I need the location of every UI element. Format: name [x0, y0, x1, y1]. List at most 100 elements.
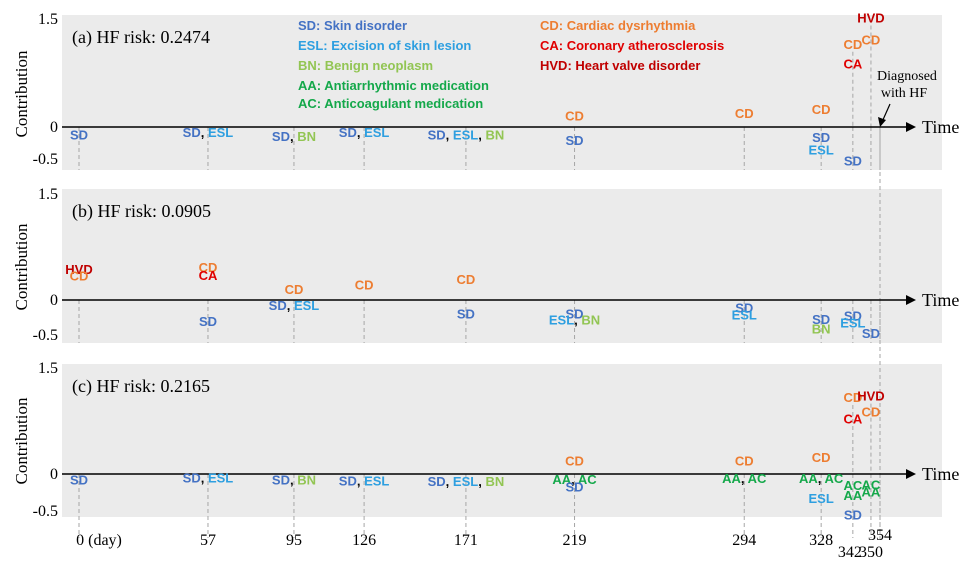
event-code-cd: CD	[862, 32, 881, 47]
event-code-esl: ESL	[453, 474, 478, 489]
event-code-esl: ESL	[294, 298, 319, 313]
event-code-bn: BN	[297, 473, 316, 488]
event-separator: ,	[201, 125, 208, 140]
diagnosis-annotation-line2: with HF	[881, 86, 928, 101]
panel-a-ytick-1: 0	[50, 119, 58, 136]
panel-c-event-0-sd: SD	[70, 473, 88, 488]
event-code-cd: CD	[355, 278, 374, 293]
event-code-cd: CD	[70, 269, 89, 284]
event-code-sd: SD	[844, 154, 862, 169]
event-separator: ,	[446, 127, 453, 142]
panel-a-title: (a) HF risk: 0.2474	[72, 27, 210, 48]
panel-a-event-328-esl: ESL	[809, 143, 834, 158]
event-code-sd: SD	[183, 471, 201, 486]
panel-c-event-294-cd: CD	[735, 454, 754, 469]
panel-c-event-294-aa-ac: AA, AC	[722, 471, 767, 486]
panel-c-event-350-aa: AA	[862, 485, 881, 500]
panel-a-background	[62, 15, 942, 170]
xtick-day-126: 126	[352, 532, 376, 549]
panel-c-time-axis-arrow	[906, 469, 916, 479]
panel-b-event-171-cd: CD	[457, 272, 476, 287]
event-code-esl: ESL	[809, 491, 834, 506]
event-code-ac: AC	[843, 478, 862, 493]
event-code-sd: SD	[339, 125, 357, 140]
panel-b-event-342-esl: ESL	[840, 315, 865, 330]
panel-b-ytick-1: 0	[50, 292, 58, 309]
event-code-sd: SD	[812, 130, 830, 145]
panel-c-event-95-sd-bn: SD, BN	[272, 473, 316, 488]
panel-a-event-342-sd: SD	[844, 154, 862, 169]
panel-c-event-328-cd: CD	[812, 450, 831, 465]
panel-c-event-350-cd: CD	[862, 405, 881, 420]
event-code-esl: ESL	[364, 473, 389, 488]
event-code-bn: BN	[812, 322, 831, 337]
panel-c-event-126-sd-esl: SD, ESL	[339, 473, 390, 488]
panel-c-event-350-hvd: HVD	[857, 389, 884, 404]
event-code-cd: CD	[843, 390, 862, 405]
event-separator: ,	[574, 313, 581, 328]
panel-c-event-57-sd-esl: SD, ESL	[183, 471, 234, 486]
event-code-aa: AA	[552, 472, 571, 487]
event-code-esl: ESL	[809, 143, 834, 158]
panel-b-event-219-esl-bn: ESL, BN	[549, 313, 600, 328]
panel-a-event-350-hvd: HVD	[857, 11, 884, 26]
event-code-ac: AC	[578, 472, 597, 487]
panel-c-event-342-cd: CD	[843, 390, 862, 405]
panel-a-event-350-cd: CD	[862, 32, 881, 47]
event-code-esl: ESL	[840, 315, 865, 330]
event-code-sd: SD	[183, 125, 201, 140]
event-code-esl: ESL	[732, 308, 757, 323]
panel-c-event-350-ac: AC	[862, 478, 881, 493]
panel-a-time-axis-arrow	[906, 122, 916, 132]
event-code-hvd: HVD	[857, 11, 884, 26]
panel-b-event-171-sd: SD	[457, 306, 475, 321]
event-code-hvd: HVD	[65, 262, 92, 277]
event-code-sd: SD	[566, 133, 584, 148]
event-code-cd: CD	[735, 454, 754, 469]
event-code-bn: BN	[581, 313, 600, 328]
event-code-cd: CD	[812, 102, 831, 117]
event-code-bn: BN	[485, 474, 504, 489]
event-code-sd: SD	[566, 480, 584, 495]
event-code-bn: BN	[485, 127, 504, 142]
event-code-cd: CD	[843, 37, 862, 52]
panel-a-event-126-sd-esl: SD, ESL	[339, 125, 390, 140]
panel-b-event-294-sd: SD	[735, 301, 753, 316]
event-code-sd: SD	[272, 473, 290, 488]
event-code-sd: SD	[70, 473, 88, 488]
event-separator: ,	[201, 471, 208, 486]
panel-a-event-219-sd: SD	[566, 133, 584, 148]
event-code-cd: CD	[812, 450, 831, 465]
panel-c-event-328-esl: ESL	[809, 491, 834, 506]
xtick-day-171: 171	[454, 532, 478, 549]
panel-b-ylabel: Contribution	[12, 223, 31, 310]
event-code-cd: CD	[457, 272, 476, 287]
panel-b-event-328-sd: SD	[812, 312, 830, 327]
event-code-sd: SD	[428, 474, 446, 489]
panel-b-event-294-esl: ESL	[732, 308, 757, 323]
event-code-cd: CD	[199, 260, 218, 275]
xtick-day-328: 328	[809, 532, 833, 549]
event-code-aa: AA	[862, 485, 881, 500]
panel-a-event-95-sd-bn: SD, BN	[272, 129, 316, 144]
panel-b-background	[62, 189, 942, 343]
event-separator: ,	[287, 298, 294, 313]
panel-c-event-342-ac: AC	[843, 478, 862, 493]
xtick-day-342: 342	[838, 544, 862, 561]
event-code-aa: AA	[843, 488, 862, 503]
event-code-bn: BN	[297, 129, 316, 144]
event-code-sd: SD	[70, 127, 88, 142]
event-code-sd: SD	[339, 473, 357, 488]
event-separator: ,	[357, 473, 364, 488]
panel-c-title: (c) HF risk: 0.2165	[72, 376, 210, 397]
panel-a-event-328-sd: SD	[812, 130, 830, 145]
panel-b-event-126-cd: CD	[355, 278, 374, 293]
event-code-ac: AC	[862, 478, 881, 493]
event-code-ac: AC	[748, 471, 767, 486]
panel-b-title: (b) HF risk: 0.0905	[72, 201, 211, 222]
legend: SD: Skin disorder ESL: Excision of skin …	[298, 18, 724, 111]
event-separator: ,	[571, 472, 578, 487]
panel-c-event-219-cd: CD	[565, 454, 584, 469]
event-separator: ,	[478, 127, 485, 142]
